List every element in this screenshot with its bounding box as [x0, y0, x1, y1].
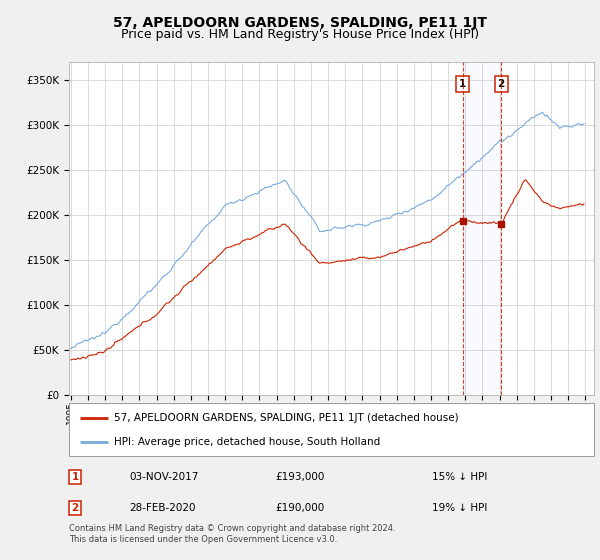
Text: 19% ↓ HPI: 19% ↓ HPI — [432, 503, 487, 513]
Bar — [463, 62, 501, 395]
Text: This data is licensed under the Open Government Licence v3.0.: This data is licensed under the Open Gov… — [69, 535, 337, 544]
Text: 57, APELDOORN GARDENS, SPALDING, PE11 1JT: 57, APELDOORN GARDENS, SPALDING, PE11 1J… — [113, 16, 487, 30]
Text: 2: 2 — [71, 503, 79, 513]
Text: 28-FEB-2020: 28-FEB-2020 — [129, 503, 196, 513]
Text: 1: 1 — [459, 79, 466, 89]
Text: £193,000: £193,000 — [275, 472, 325, 482]
Text: 2: 2 — [497, 79, 505, 89]
Text: 1: 1 — [71, 472, 79, 482]
Text: Price paid vs. HM Land Registry's House Price Index (HPI): Price paid vs. HM Land Registry's House … — [121, 28, 479, 41]
Text: £190,000: £190,000 — [275, 503, 325, 513]
Text: 15% ↓ HPI: 15% ↓ HPI — [432, 472, 487, 482]
Text: 57, APELDOORN GARDENS, SPALDING, PE11 1JT (detached house): 57, APELDOORN GARDENS, SPALDING, PE11 1J… — [113, 413, 458, 423]
Text: Contains HM Land Registry data © Crown copyright and database right 2024.: Contains HM Land Registry data © Crown c… — [69, 524, 395, 533]
Text: HPI: Average price, detached house, South Holland: HPI: Average price, detached house, Sout… — [113, 437, 380, 447]
Text: 03-NOV-2017: 03-NOV-2017 — [129, 472, 199, 482]
